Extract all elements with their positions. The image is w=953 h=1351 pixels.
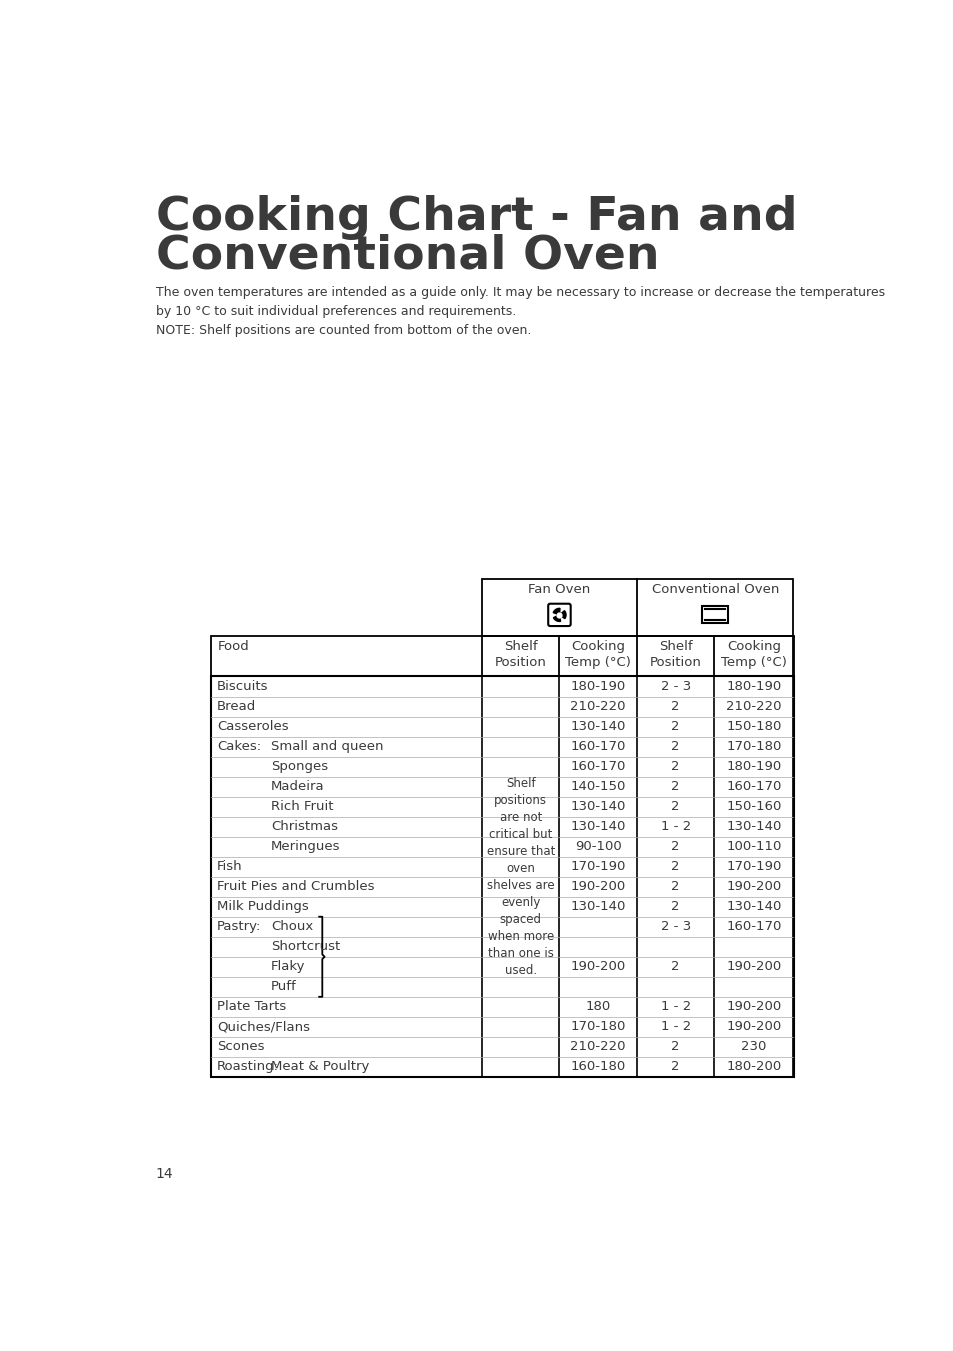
Text: Conventional Oven: Conventional Oven: [155, 234, 659, 278]
Text: Cakes:: Cakes:: [216, 740, 261, 753]
Bar: [211, 677, 793, 1077]
Text: 160-170: 160-170: [570, 761, 625, 773]
Text: Shelf
Position: Shelf Position: [495, 640, 546, 669]
Text: 2 - 3: 2 - 3: [659, 680, 690, 693]
Text: 2: 2: [671, 1040, 679, 1054]
Text: 14: 14: [155, 1167, 173, 1181]
Text: 2: 2: [671, 961, 679, 973]
Text: 210-220: 210-220: [570, 1040, 625, 1054]
Text: 130-140: 130-140: [570, 900, 625, 913]
Text: 130-140: 130-140: [570, 800, 625, 813]
Text: 130-140: 130-140: [725, 820, 781, 834]
Polygon shape: [560, 611, 565, 619]
Text: 180: 180: [585, 1000, 610, 1013]
Text: 2: 2: [671, 861, 679, 873]
Text: 190-200: 190-200: [725, 1000, 781, 1013]
Text: 2: 2: [671, 800, 679, 813]
Text: Shelf
positions
are not
critical but
ensure that
oven
shelves are
evenly
spaced
: Shelf positions are not critical but ens…: [486, 777, 555, 977]
Text: Cooking
Temp (°C): Cooking Temp (°C): [720, 640, 786, 669]
Text: 160-180: 160-180: [570, 1061, 625, 1074]
Bar: [211, 636, 793, 677]
Text: Quiches/Flans: Quiches/Flans: [216, 1020, 310, 1034]
Text: Conventional Oven: Conventional Oven: [651, 584, 778, 596]
Text: Meringues: Meringues: [271, 840, 340, 852]
Bar: [481, 578, 793, 636]
Text: Scones: Scones: [216, 1040, 264, 1054]
Text: Casseroles: Casseroles: [216, 720, 288, 734]
Text: 140-150: 140-150: [570, 780, 625, 793]
Text: 130-140: 130-140: [725, 900, 781, 913]
Text: 190-200: 190-200: [725, 881, 781, 893]
Text: 180-190: 180-190: [570, 680, 625, 693]
Text: Meat & Poultry: Meat & Poultry: [271, 1061, 369, 1074]
Text: Cooking Chart - Fan and: Cooking Chart - Fan and: [155, 196, 797, 240]
Text: 160-170: 160-170: [725, 780, 781, 793]
Text: Shelf
Position: Shelf Position: [649, 640, 700, 669]
Text: Shortcrust: Shortcrust: [271, 940, 340, 954]
Text: 2: 2: [671, 740, 679, 753]
Text: 2: 2: [671, 840, 679, 852]
Text: 2: 2: [671, 1061, 679, 1074]
Text: Roasting:: Roasting:: [216, 1061, 278, 1074]
Text: Choux: Choux: [271, 920, 314, 934]
Text: 1 - 2: 1 - 2: [659, 820, 690, 834]
Text: Pastry:: Pastry:: [216, 920, 261, 934]
Text: Biscuits: Biscuits: [216, 680, 268, 693]
Text: Fish: Fish: [216, 861, 242, 873]
Text: Sponges: Sponges: [271, 761, 328, 773]
Text: 190-200: 190-200: [570, 881, 625, 893]
Text: Plate Tarts: Plate Tarts: [216, 1000, 286, 1013]
Text: Christmas: Christmas: [271, 820, 337, 834]
Text: Milk Puddings: Milk Puddings: [216, 900, 309, 913]
Text: 2 - 3: 2 - 3: [659, 920, 690, 934]
Text: 130-140: 130-140: [570, 720, 625, 734]
Text: 130-140: 130-140: [570, 820, 625, 834]
Text: 90-100: 90-100: [575, 840, 621, 852]
Text: 210-220: 210-220: [570, 700, 625, 713]
Text: 1 - 2: 1 - 2: [659, 1020, 690, 1034]
Text: 2: 2: [671, 881, 679, 893]
Bar: [701, 607, 728, 623]
Text: 1 - 2: 1 - 2: [659, 1000, 690, 1013]
Polygon shape: [553, 616, 560, 621]
Text: Bread: Bread: [216, 700, 256, 713]
Text: 2: 2: [671, 761, 679, 773]
Text: 170-180: 170-180: [725, 740, 781, 753]
Text: 210-220: 210-220: [725, 700, 781, 713]
Text: 2: 2: [671, 700, 679, 713]
Text: Fruit Pies and Crumbles: Fruit Pies and Crumbles: [216, 881, 374, 893]
Text: Small and queen: Small and queen: [271, 740, 383, 753]
Text: 170-190: 170-190: [725, 861, 781, 873]
Text: 100-110: 100-110: [725, 840, 781, 852]
Text: 170-180: 170-180: [570, 1020, 625, 1034]
Text: Flaky: Flaky: [271, 961, 305, 973]
Text: Food: Food: [217, 640, 249, 654]
Text: 150-180: 150-180: [725, 720, 781, 734]
Text: 190-200: 190-200: [570, 961, 625, 973]
Text: Cooking
Temp (°C): Cooking Temp (°C): [565, 640, 631, 669]
Text: 2: 2: [671, 720, 679, 734]
Text: 170-190: 170-190: [570, 861, 625, 873]
Text: 190-200: 190-200: [725, 961, 781, 973]
Text: Fan Oven: Fan Oven: [528, 584, 590, 596]
Text: 2: 2: [671, 900, 679, 913]
Text: Rich Fruit: Rich Fruit: [271, 800, 334, 813]
Text: The oven temperatures are intended as a guide only. It may be necessary to incre: The oven temperatures are intended as a …: [155, 286, 883, 338]
Text: 160-170: 160-170: [570, 740, 625, 753]
Text: 180-190: 180-190: [725, 680, 781, 693]
Text: 230: 230: [740, 1040, 766, 1054]
Text: 150-160: 150-160: [725, 800, 781, 813]
Text: Puff: Puff: [271, 981, 296, 993]
Text: 2: 2: [671, 780, 679, 793]
Text: 180-200: 180-200: [725, 1061, 781, 1074]
Text: Madeira: Madeira: [271, 780, 324, 793]
Polygon shape: [553, 608, 559, 615]
Text: 160-170: 160-170: [725, 920, 781, 934]
Text: 190-200: 190-200: [725, 1020, 781, 1034]
Text: 180-190: 180-190: [725, 761, 781, 773]
